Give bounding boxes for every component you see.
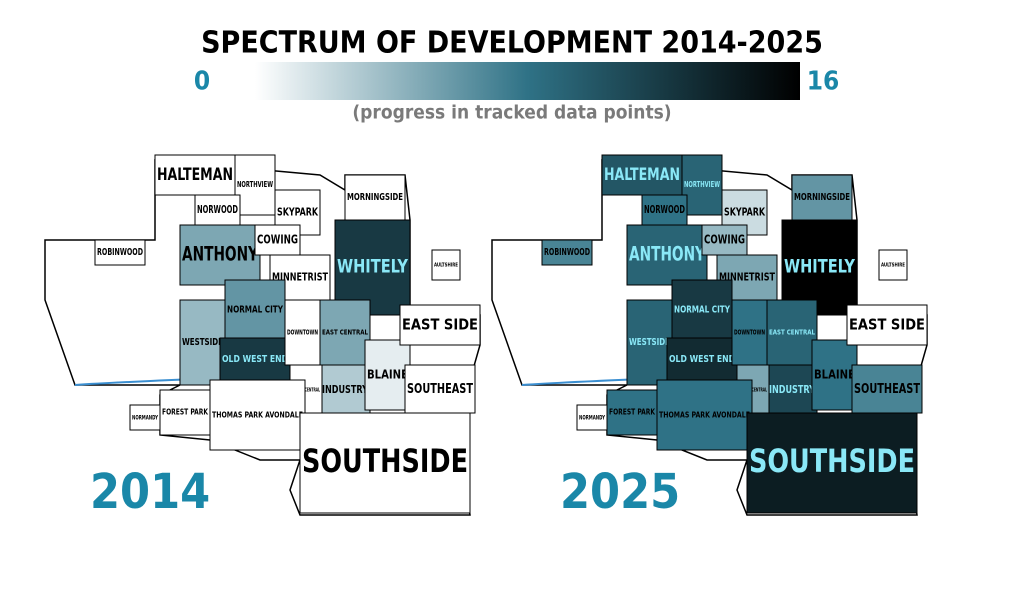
- neighborhood: [851, 364, 923, 414]
- neighborhood-label: NORWOOD: [197, 203, 238, 216]
- neighborhood-label: ROBINWOOD: [544, 247, 590, 258]
- neighborhood: [626, 299, 673, 386]
- neighborhood-label: THOMAS PARK AVONDALE: [659, 411, 750, 420]
- neighborhood-label: NORTHVIEW: [237, 180, 273, 189]
- neighborhood-label: COWING: [257, 233, 298, 248]
- neighborhood-label: WESTSIDE: [629, 337, 670, 348]
- neighborhood: [364, 339, 411, 411]
- neighborhood-label: NORTHVIEW: [684, 180, 720, 189]
- neighborhood-label: NORMANDY: [579, 414, 606, 422]
- neighborhood: [179, 224, 261, 286]
- neighborhood: [746, 412, 918, 514]
- neighborhood: [194, 194, 241, 226]
- title: SPECTRUM OF DEVELOPMENT 2014-2025: [201, 26, 823, 61]
- neighborhood-label: OLD WEST END: [669, 354, 735, 365]
- neighborhood-label: FOREST PARK: [162, 408, 209, 417]
- scale-min: 0: [194, 67, 210, 97]
- neighborhood-label: THOMAS PARK AVONDALE: [212, 411, 303, 420]
- neighborhood-label: WHITELY: [784, 257, 856, 278]
- neighborhood: [671, 279, 733, 341]
- neighborhood: [209, 379, 306, 451]
- neighborhood-label: ANTHONY: [182, 243, 258, 266]
- neighborhood: [606, 389, 658, 436]
- neighborhood-label: SOUTHSIDE: [302, 442, 468, 480]
- neighborhood-label: SOUTHSIDE: [749, 442, 915, 480]
- neighborhood-label: OLD WEST END: [222, 354, 288, 365]
- scale-bar: [255, 62, 800, 100]
- neighborhood: [781, 219, 858, 316]
- neighborhood: [666, 337, 738, 381]
- neighborhood: [791, 174, 853, 221]
- neighborhood: [154, 154, 236, 196]
- neighborhood-label: BLAINE: [814, 368, 855, 383]
- neighborhood-label: SOUTHEAST: [407, 382, 474, 397]
- neighborhood: [811, 339, 858, 411]
- neighborhood-label: EAST SIDE: [402, 316, 478, 334]
- map: HALTEMAN NORTHVIEW NORWOOD SKYPARK MORNINGSI…: [44, 154, 481, 516]
- neighborhood: [219, 337, 291, 381]
- maps: HALTEMAN NORTHVIEW NORWOOD SKYPARK MORNINGSI…: [44, 154, 928, 516]
- neighborhood-label: AULTSHIRE: [881, 263, 905, 269]
- neighborhood-label: MORNINGSIDE: [794, 192, 850, 203]
- neighborhood: [299, 412, 471, 514]
- neighborhood: [541, 239, 593, 266]
- neighborhood: [656, 379, 753, 451]
- neighborhood: [224, 279, 286, 341]
- neighborhood-label: MINNETRIST: [719, 273, 776, 284]
- neighborhood-label: EAST SIDE: [849, 316, 925, 334]
- neighborhood-label: EAST CENTRAL: [769, 328, 815, 337]
- neighborhood: [766, 299, 818, 366]
- neighborhood-label: NORMAL CITY: [674, 305, 731, 316]
- neighborhood-label: SKYPARK: [724, 206, 765, 219]
- neighborhood: [319, 299, 371, 366]
- neighborhood-label: SOUTH CENTRAL: [292, 388, 320, 394]
- neighborhood-label: EAST CENTRAL: [322, 328, 368, 337]
- scale-max: 16: [807, 67, 840, 97]
- neighborhood-label: SOUTHEAST: [854, 382, 921, 397]
- neighborhood-label: DOWNTOWN: [734, 328, 765, 337]
- neighborhood-label: AULTSHIRE: [434, 263, 458, 269]
- neighborhood: [334, 219, 411, 316]
- neighborhood-label: NORMAL CITY: [227, 305, 284, 316]
- neighborhood-label: FOREST PARK: [609, 408, 656, 417]
- neighborhood: [846, 304, 928, 346]
- neighborhood-label: SOUTH CENTRAL: [739, 388, 767, 394]
- neighborhood: [94, 239, 146, 266]
- neighborhood: [431, 249, 461, 281]
- neighborhood-label: INDUSTRY: [769, 383, 816, 396]
- neighborhood: [641, 194, 688, 226]
- neighborhood: [576, 404, 608, 431]
- neighborhood: [731, 299, 768, 366]
- map-year: 2025: [560, 464, 680, 520]
- neighborhood-label: ROBINWOOD: [97, 247, 143, 258]
- neighborhood-label: DOWNTOWN: [287, 328, 318, 337]
- neighborhood-label: MORNINGSIDE: [347, 192, 403, 203]
- neighborhood-label: COWING: [704, 233, 745, 248]
- neighborhood-label: WESTSIDE: [182, 337, 223, 348]
- scale-caption: (progress in tracked data points): [352, 102, 671, 124]
- map: HALTEMAN NORTHVIEW NORWOOD SKYPARK MORNINGSI…: [491, 154, 928, 516]
- neighborhood-label: MINNETRIST: [272, 273, 329, 284]
- neighborhood-label: NORMANDY: [132, 414, 159, 422]
- neighborhood-label: INDUSTRY: [322, 383, 369, 396]
- neighborhood-label: HALTEMAN: [157, 165, 233, 185]
- neighborhood: [878, 249, 908, 281]
- neighborhood: [319, 364, 371, 416]
- neighborhood: [404, 364, 476, 414]
- neighborhood: [129, 404, 161, 431]
- map-year: 2014: [90, 464, 210, 520]
- neighborhood-label: SKYPARK: [277, 206, 318, 219]
- neighborhood-label: BLAINE: [367, 368, 408, 383]
- neighborhood-label: ANTHONY: [629, 243, 705, 266]
- neighborhood-label: HALTEMAN: [604, 165, 680, 185]
- neighborhood-label: WHITELY: [337, 257, 409, 278]
- neighborhood: [234, 154, 276, 216]
- neighborhood: [399, 304, 481, 346]
- neighborhood: [681, 154, 723, 216]
- neighborhood-label: NORWOOD: [644, 203, 685, 216]
